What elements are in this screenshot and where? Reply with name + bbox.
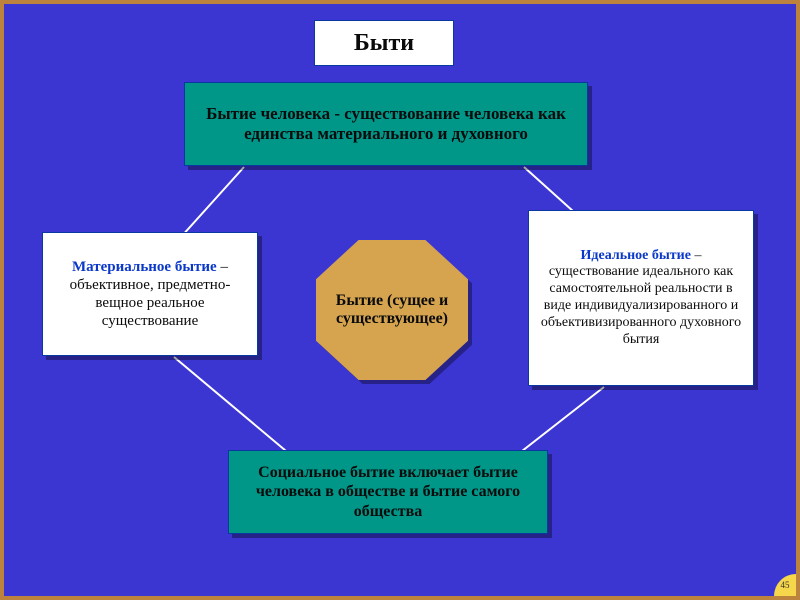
diagram-title-text: Быти — [354, 29, 414, 58]
bottom-node: Социальное бытие включает бытие человека… — [228, 450, 548, 534]
top-node: Бытие человека - существование человека … — [184, 82, 588, 166]
center-node-label: Бытие (сущее и существующее) — [326, 292, 458, 329]
page-number-corner: 45 — [774, 574, 796, 596]
left-node-text: Материальное бытие – объективное, предме… — [47, 258, 253, 330]
left-node: Материальное бытие – объективное, предме… — [42, 232, 258, 356]
left-node-lead: Материальное бытие — [72, 259, 217, 275]
top-node-text: Бытие человека - существование человека … — [199, 104, 573, 145]
right-node: Идеальное бытие – существование идеально… — [528, 210, 754, 386]
center-node: Бытие (сущее и существующее) — [316, 240, 468, 380]
page-number: 45 — [781, 580, 790, 590]
slide-frame: Бытие (сущее и существующее) Быти Бытие … — [0, 0, 800, 600]
diagram-title: Быти — [314, 20, 454, 66]
right-node-text: Идеальное бытие – существование идеально… — [535, 248, 747, 349]
right-node-lead: Идеальное бытие — [581, 248, 691, 263]
slide-canvas: Бытие (сущее и существующее) Быти Бытие … — [4, 4, 796, 596]
bottom-node-text: Социальное бытие включает бытие человека… — [241, 463, 535, 521]
